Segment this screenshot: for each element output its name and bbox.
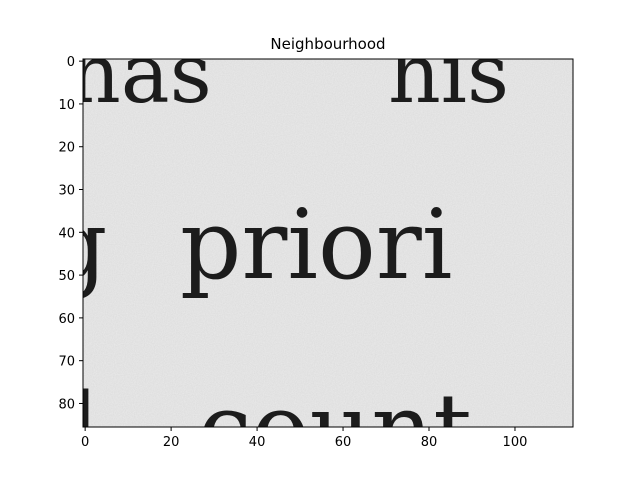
y-tick-label: 80 <box>58 397 75 412</box>
x-tick-label: 40 <box>249 435 266 450</box>
x-tick-label: 20 <box>163 435 180 450</box>
x-tick-label: 80 <box>421 435 438 450</box>
y-axis: 0 10 20 30 40 50 60 70 80 <box>58 55 83 412</box>
y-tick-label: 60 <box>58 312 75 327</box>
y-tick-label: 10 <box>58 98 75 113</box>
scanned-word-top-left: has <box>68 27 212 122</box>
x-tick-label: 0 <box>81 435 89 450</box>
scanned-word-top-right: his <box>388 27 509 122</box>
y-tick-label: 20 <box>58 141 75 156</box>
scanned-word-priori: priori <box>180 189 452 301</box>
paper-texture <box>83 59 573 427</box>
image-plot-area: has his g priori d count <box>38 27 573 480</box>
scanned-word-count: count <box>198 373 472 480</box>
scanned-letter-g: g <box>46 189 107 301</box>
chart-title: Neighbourhood <box>270 35 385 53</box>
y-tick-label: 70 <box>58 355 75 370</box>
y-tick-label: 0 <box>67 55 75 70</box>
x-axis: 0 20 40 60 80 100 <box>81 427 527 450</box>
axes-frame <box>82 58 574 428</box>
y-tick-label: 50 <box>58 269 75 284</box>
x-tick-label: 60 <box>335 435 352 450</box>
y-tick-label: 40 <box>58 226 75 241</box>
y-tick-label: 30 <box>58 184 75 199</box>
scanned-letter-d: d <box>38 373 99 480</box>
x-tick-label: 100 <box>503 435 528 450</box>
